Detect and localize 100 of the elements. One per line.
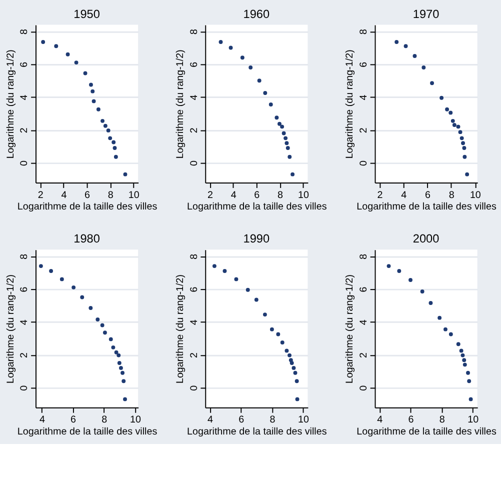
point [462,358,466,362]
point [274,116,279,120]
y-tick-label: 2 [19,352,30,358]
point [212,264,216,268]
point [100,323,104,328]
point [448,332,453,336]
point [96,107,100,112]
point [123,397,127,402]
point [108,337,113,342]
y-tick-label: 8 [188,253,200,260]
y-tick-label: 4 [358,319,370,326]
point [462,146,466,150]
y-axis-title: Logarithme (du rang-1/2) [344,274,356,384]
point [290,361,294,365]
y-tick-label: 4 [188,319,200,326]
y-tick-label: 0 [19,384,30,391]
point [456,124,460,129]
y-tick-label: 4 [358,94,370,100]
point [462,362,467,367]
x-tick-label: 8 [277,190,284,201]
point [49,269,54,273]
point [102,330,107,335]
x-tick-label: 10 [130,414,142,426]
point [112,146,117,150]
y-axis-title: Logarithme (du rang-1/2) [344,50,356,159]
point [456,342,460,346]
point [430,81,434,86]
point [284,141,289,146]
point [452,123,456,127]
point [288,353,292,358]
point [278,122,282,126]
point [268,102,273,106]
x-tick-label: 8 [448,190,455,201]
x-tick-label: 4 [39,414,46,426]
point [460,353,465,358]
x-tick-label: 6 [424,190,431,201]
point [240,56,244,60]
chart-title: 1980 [74,232,100,246]
point [246,288,250,292]
point [74,60,78,65]
y-tick-label: 6 [358,61,370,68]
point [123,172,128,176]
point [120,370,125,375]
point [83,71,88,76]
x-tick-label: 8 [270,414,276,426]
point [468,397,473,402]
x-axis-title: Logarithme de la taille des villes [17,202,158,213]
point [295,397,300,402]
x-tick-label: 4 [377,414,384,426]
point [254,298,258,302]
x-tick-label: 4 [208,414,214,426]
y-tick-label: 0 [188,160,200,166]
point [116,353,121,358]
y-tick-label: 8 [19,253,30,260]
y-tick-label: 2 [19,128,30,134]
y-tick-label: 0 [358,384,370,391]
y-tick-label: 4 [188,94,200,100]
y-tick-label: 8 [358,253,370,260]
point [444,327,448,332]
point [394,40,399,44]
y-tick-label: 0 [188,384,200,391]
y-tick-label: 0 [358,160,370,166]
point [282,131,286,136]
point [41,40,46,44]
point [111,345,116,350]
x-tick-label: 10 [468,414,480,426]
point [228,46,233,50]
point [90,89,95,94]
x-tick-label: 6 [408,414,414,426]
y-axis-title: Logarithme (du rang-1/2) [5,274,16,384]
y-tick-label: 0 [19,160,30,166]
point [428,301,433,306]
point [106,128,110,132]
y-tick-label: 2 [358,352,370,358]
x-axis-title: Logarithme de la taille des villes [17,426,158,438]
point [257,78,262,83]
point [117,361,122,365]
point [408,278,412,282]
x-tick-label: 6 [254,190,260,201]
point [466,370,470,375]
point [122,379,126,384]
x-tick-label: 6 [84,190,91,201]
chart-title: 1960 [243,6,270,21]
point [286,146,290,150]
point [222,269,227,273]
point [293,370,298,375]
point [294,379,299,384]
point [284,348,289,353]
point [445,107,450,112]
point [280,340,284,344]
point [386,264,391,268]
point [92,99,96,104]
x-tick-label: 10 [298,414,310,426]
point [38,264,43,268]
point [96,318,100,322]
y-tick-label: 2 [358,128,370,134]
chart-title: 2000 [412,232,440,246]
point [438,316,442,320]
point [119,366,123,370]
point [467,379,472,384]
